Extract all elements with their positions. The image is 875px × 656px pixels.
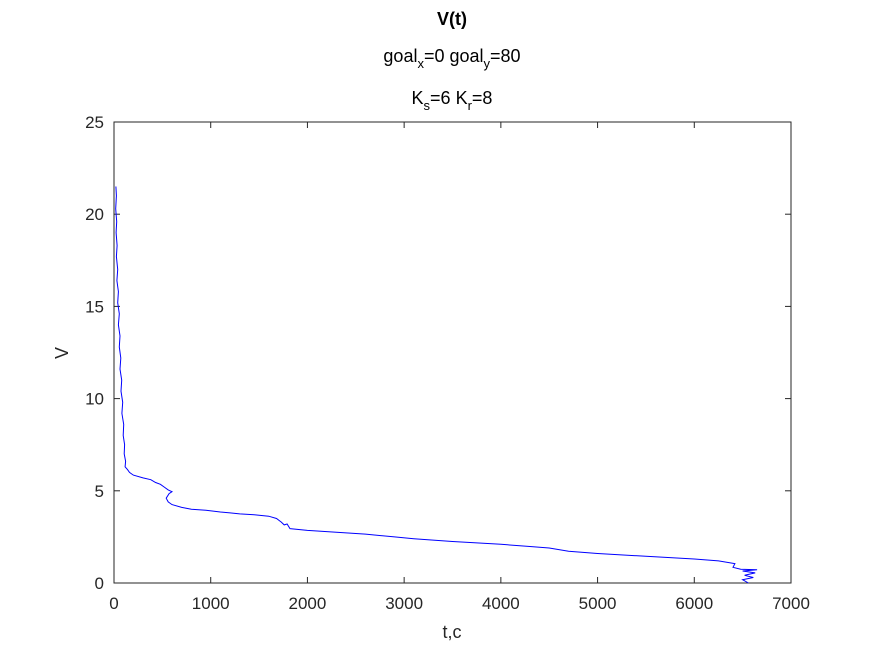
x-tick-label: 4000 [482, 594, 520, 613]
y-axis-label: V [52, 347, 72, 359]
x-axis-label: t,c [442, 622, 461, 642]
y-tick-label: 5 [95, 482, 104, 501]
plot-area [113, 121, 792, 584]
x-tick-label: 6000 [675, 594, 713, 613]
chart-title: V(t) [437, 9, 467, 29]
y-axis: 0 5 10 15 20 25 [85, 113, 791, 593]
chart-subtitle-1: goalx=0 goaly=80 [383, 46, 520, 71]
series-line [115, 186, 758, 584]
y-tick-label: 0 [95, 574, 104, 593]
x-tick-label: 3000 [385, 594, 423, 613]
x-axis: 0 1000 2000 3000 4000 5000 6000 7000 [109, 122, 810, 613]
x-tick-label: 0 [109, 594, 118, 613]
chart-subtitle-2: Ks=6 Kr=8 [412, 88, 493, 113]
y-tick-label: 25 [85, 113, 104, 132]
y-tick-label: 15 [85, 297, 104, 316]
x-tick-label: 1000 [192, 594, 230, 613]
y-tick-label: 20 [85, 205, 104, 224]
y-tick-label: 10 [85, 390, 104, 409]
x-tick-label: 5000 [579, 594, 617, 613]
x-tick-label: 7000 [772, 594, 810, 613]
x-tick-label: 2000 [289, 594, 327, 613]
